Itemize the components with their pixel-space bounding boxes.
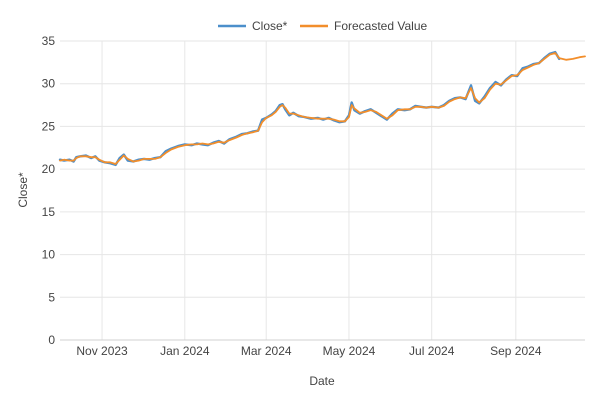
legend-item-forecast[interactable]: Forecasted Value: [300, 19, 427, 33]
y-tick-label: 20: [42, 162, 56, 176]
y-tick-label: 0: [48, 333, 55, 347]
series-line-forecasted-value: [59, 52, 586, 165]
x-tick-label: Nov 2023: [76, 344, 128, 358]
y-tick-label: 5: [48, 290, 55, 304]
y-tick-label: 35: [42, 34, 56, 48]
x-tick-label: Sep 2024: [490, 344, 542, 358]
x-axis-title: Date: [309, 374, 335, 388]
y-tick-label: 10: [42, 248, 56, 262]
legend[interactable]: Close* Forecasted Value: [218, 19, 427, 33]
legend-label-forecast: Forecasted Value: [334, 19, 427, 33]
y-axis: 0 5 10 15 20 25 30 35: [42, 34, 56, 347]
x-axis: Nov 2023 Jan 2024 Mar 2024 May 2024 Jul 2024…: [76, 344, 541, 358]
y-tick-label: 25: [42, 119, 56, 133]
y-axis-title: Close*: [16, 172, 30, 208]
x-tick-label: Jul 2024: [409, 344, 455, 358]
x-tick-label: Jan 2024: [160, 344, 210, 358]
legend-item-close[interactable]: Close*: [218, 19, 288, 33]
y-tick-label: 15: [42, 205, 56, 219]
x-tick-label: May 2024: [323, 344, 376, 358]
x-tick-label: Mar 2024: [241, 344, 292, 358]
series-layer: [58, 50, 586, 167]
gridlines: [60, 40, 585, 341]
y-tick-label: 30: [42, 77, 56, 91]
legend-label-close: Close*: [252, 19, 288, 33]
